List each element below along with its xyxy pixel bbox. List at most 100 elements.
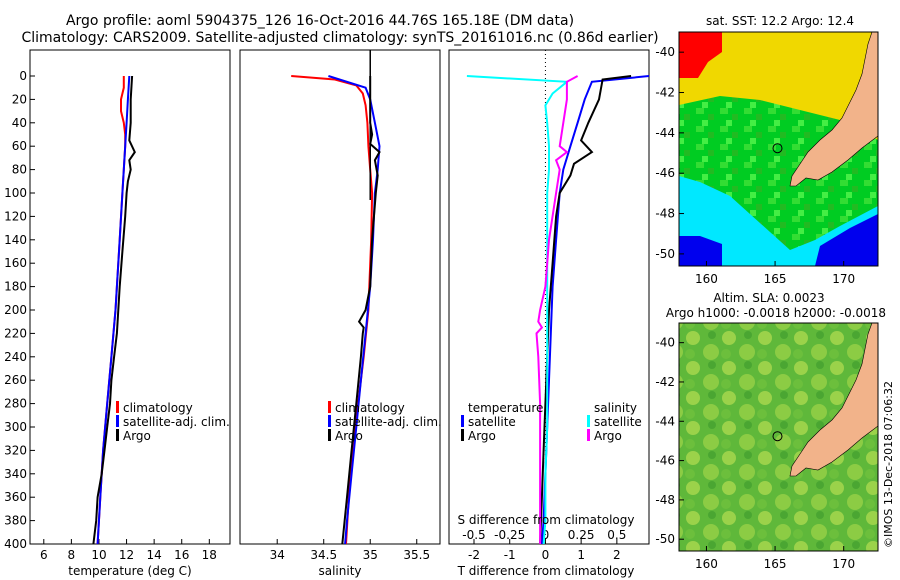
y-tick-label: 380 xyxy=(4,514,27,528)
map-y-tick-label: -46 xyxy=(655,454,675,468)
depth-axis: 0 20 40 60 80 100 120 140 160 180 200 220 240 260 280 3… xyxy=(4,69,35,551)
x-tick-label: 16 xyxy=(174,548,189,562)
new-zealand-land xyxy=(789,31,879,187)
legend-swatch-s-argo xyxy=(587,429,590,441)
sst-hot-region xyxy=(679,32,722,78)
legend-t-argo: Argo xyxy=(468,429,496,443)
map-x-tick-label: 170 xyxy=(832,557,855,571)
legend-swatch-argo xyxy=(116,429,119,441)
x-tick-label: 10 xyxy=(91,548,106,562)
legend-climatology: climatology xyxy=(335,401,405,415)
legend-swatch-t-satellite xyxy=(461,415,464,427)
x-tick-label: 34 xyxy=(270,548,285,562)
map-y-tick-label: -40 xyxy=(655,45,675,59)
series-line-s-satellite xyxy=(466,75,570,544)
y-tick-label: 320 xyxy=(4,443,27,457)
temperature-x-axis: 6 8 10 12 14 16 18 xyxy=(40,539,217,562)
x-tick-label: 18 xyxy=(202,548,217,562)
y-tick-label: 0 xyxy=(19,69,27,83)
map-y-tick-label: -46 xyxy=(655,166,675,180)
legend-satellite-adj: satellite-adj. clim. xyxy=(123,415,230,429)
temperature-series xyxy=(92,75,136,544)
x-tick-label: 8 xyxy=(68,548,76,562)
legend-swatch-s-satellite xyxy=(587,415,590,427)
map-x-tick-label: 160 xyxy=(695,557,718,571)
y-tick-label: 200 xyxy=(4,303,27,317)
y-tick-label: 160 xyxy=(4,256,27,270)
map-y-tick-label: -42 xyxy=(655,375,675,389)
sst-coldest-region-east xyxy=(815,214,878,266)
legend-swatch-t-argo xyxy=(461,429,464,441)
sst-map-y-axis: -40 -42 -44 -46 -48 -50 xyxy=(655,45,684,261)
legend-swatch-climatology xyxy=(116,401,119,413)
sla-map-frame xyxy=(678,322,879,552)
x-tick-label: -1 xyxy=(504,548,516,562)
legend-salinity-title: salinity xyxy=(594,401,637,415)
y-tick-label: 140 xyxy=(4,233,27,247)
s-difference-label: S difference from climatology xyxy=(458,513,635,527)
y-tick-label: 240 xyxy=(4,350,27,364)
salinity-legend: climatology satellite-adj. clim. Argo xyxy=(328,401,442,443)
x-tick-label: 1 xyxy=(577,548,585,562)
map-y-tick-label: -44 xyxy=(655,126,675,140)
legend-s-argo: Argo xyxy=(594,429,622,443)
s-tick-label: 0.5 xyxy=(607,528,626,542)
map-x-tick-label: 165 xyxy=(764,272,787,286)
series-line-satellite-adj-clim- xyxy=(96,75,131,544)
y-tick-label: 80 xyxy=(12,163,27,177)
sst-coldest-region-west xyxy=(679,236,722,266)
new-zealand-land xyxy=(789,322,879,477)
legend-satellite-adj: satellite-adj. clim. xyxy=(335,415,442,429)
salinity-x-axis: 34 34.5 35 35.5 xyxy=(270,539,430,562)
map-y-tick-label: -42 xyxy=(655,86,675,100)
imos-credit: ©IMOS 13-Dec-2018 07:06:32 xyxy=(882,381,895,548)
sst-map: sat. SST: 12.2 Argo: 12.4 160 165 170 -40-… xyxy=(655,14,879,286)
map-y-tick-label: -40 xyxy=(655,336,675,350)
argo-location-marker xyxy=(772,431,783,442)
series-line-argo xyxy=(92,75,136,544)
difference-legend: temperature satellite Argo salinity sate… xyxy=(461,401,642,443)
temperature-xlabel: temperature (deg C) xyxy=(68,564,191,578)
y-tick-label: 280 xyxy=(4,397,27,411)
x-tick-label: -2 xyxy=(468,548,480,562)
figure-title-line1: Argo profile: aoml 5904375_126 16-Oct-20… xyxy=(66,13,574,29)
x-tick-label: 12 xyxy=(119,548,134,562)
y-tick-label: 260 xyxy=(4,373,27,387)
s-tick-label: -0.5 xyxy=(462,528,485,542)
difference-series xyxy=(466,50,649,544)
y-tick-label: 360 xyxy=(4,490,27,504)
temperature-legend: climatology satellite-adj. clim. Argo xyxy=(116,401,230,443)
legend-swatch-argo xyxy=(328,429,331,441)
map-y-tick-label: -48 xyxy=(655,493,675,507)
y-tick-label: 220 xyxy=(4,326,27,340)
salinity-xlabel: salinity xyxy=(318,564,361,578)
x-tick-label: 34.5 xyxy=(310,548,337,562)
sst-map-title: sat. SST: 12.2 Argo: 12.4 xyxy=(706,14,854,28)
y-tick-label: 20 xyxy=(12,92,27,106)
salinity-axes-frame xyxy=(239,49,441,545)
y-tick-label: 300 xyxy=(4,420,27,434)
x-tick-label: 14 xyxy=(146,548,161,562)
sst-warm-region xyxy=(679,32,878,140)
salinity-panel: 34 34.5 35 35.5 salinity climatology satell… xyxy=(239,49,442,578)
x-tick-label: 35.5 xyxy=(403,548,430,562)
sla-map: Altim. SLA: 0.0023 Argo h1000: -0.0018 h… xyxy=(655,291,886,571)
map-x-tick-label: 165 xyxy=(764,557,787,571)
sla-map-x-axis: 160 165 170 xyxy=(695,546,855,571)
legend-climatology: climatology xyxy=(123,401,193,415)
s-tick-label: 0.25 xyxy=(568,528,595,542)
salinity-series xyxy=(291,50,381,544)
temperature-panel: 0 20 40 60 80 100 120 140 160 180 200 220 240 260 280 3… xyxy=(4,49,231,578)
map-x-tick-label: 170 xyxy=(832,272,855,286)
y-tick-label: 40 xyxy=(12,116,27,130)
map-y-tick-label: -50 xyxy=(655,247,675,261)
map-x-tick-label: 160 xyxy=(695,272,718,286)
y-tick-label: 60 xyxy=(12,139,27,153)
map-y-tick-label: -48 xyxy=(655,207,675,221)
x-tick-label: 6 xyxy=(40,548,48,562)
sla-map-subtitle: Argo h1000: -0.0018 h2000: -0.0018 xyxy=(666,306,886,320)
t-difference-label: T difference from climatology xyxy=(457,564,635,578)
legend-swatch-climatology xyxy=(328,401,331,413)
